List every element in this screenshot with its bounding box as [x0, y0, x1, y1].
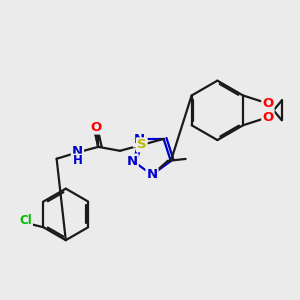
Text: S: S	[137, 138, 147, 152]
Text: H: H	[73, 154, 82, 167]
Text: N: N	[127, 154, 138, 168]
Text: O: O	[262, 97, 274, 110]
Text: Cl: Cl	[19, 214, 32, 227]
Text: O: O	[90, 121, 101, 134]
Text: N: N	[72, 145, 83, 158]
Text: N: N	[146, 168, 158, 181]
Text: N: N	[134, 134, 145, 146]
Text: O: O	[262, 111, 274, 124]
